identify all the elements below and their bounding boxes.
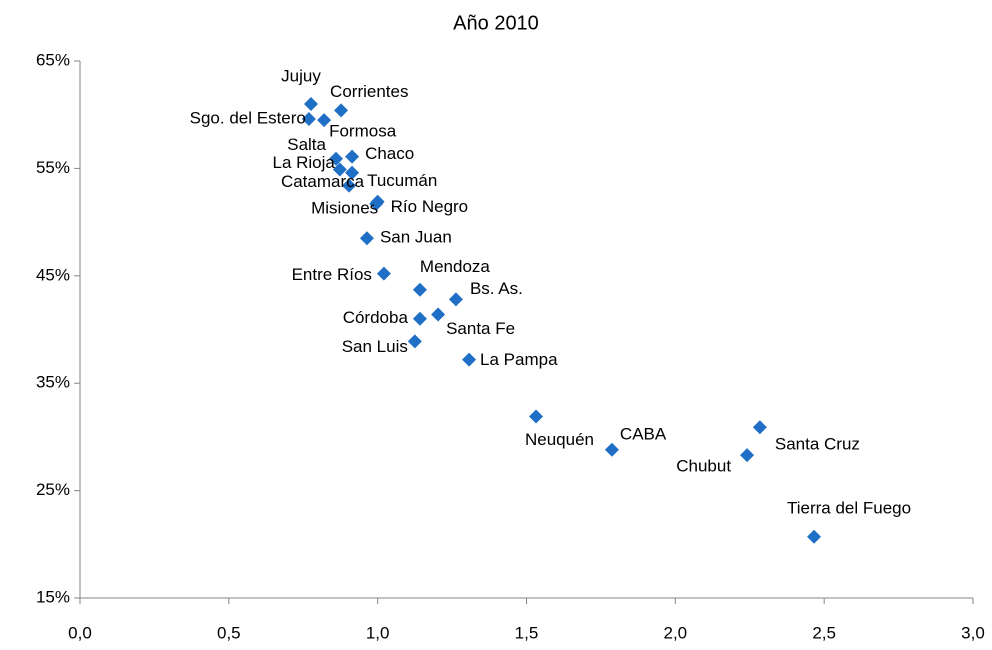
y-tick-label: 25% xyxy=(36,480,70,499)
y-tick-label: 65% xyxy=(36,50,70,69)
point xyxy=(448,292,463,307)
x-tick-label: 1,5 xyxy=(515,623,539,642)
point-label: Sgo. del Estero xyxy=(190,108,306,127)
point-label: Tucumán xyxy=(367,171,437,190)
point xyxy=(303,96,318,111)
x-tick-label: 0,0 xyxy=(68,623,92,642)
point-label: Jujuy xyxy=(281,66,321,85)
point xyxy=(740,448,755,463)
point xyxy=(752,420,767,435)
point xyxy=(370,194,385,209)
x-tick-label: 1,0 xyxy=(366,623,390,642)
point-label: Tierra del Fuego xyxy=(787,498,911,517)
point xyxy=(529,409,544,424)
point-label: Santa Fe xyxy=(446,319,515,338)
point xyxy=(407,334,422,349)
x-tick-label: 2,5 xyxy=(812,623,836,642)
point-label: Santa Cruz xyxy=(775,435,860,454)
y-tick-label: 35% xyxy=(36,373,70,392)
point-label: La Rioja xyxy=(272,153,335,172)
x-tick-label: 2,0 xyxy=(664,623,688,642)
point-label: San Juan xyxy=(380,228,452,247)
point-label: Entre Ríos xyxy=(292,265,372,284)
point-label: Neuquén xyxy=(525,430,594,449)
point xyxy=(807,529,822,544)
y-tick-label: 45% xyxy=(36,265,70,284)
point-label: Bs. As. xyxy=(470,279,523,298)
point xyxy=(345,165,360,180)
point xyxy=(604,442,619,457)
point xyxy=(431,307,446,322)
point-label: Salta xyxy=(287,135,326,154)
point-label: Chaco xyxy=(365,144,414,163)
point xyxy=(412,311,427,326)
x-tick-label: 3,0 xyxy=(961,623,985,642)
point-label: San Luis xyxy=(342,337,408,356)
point-label: Catamarca xyxy=(281,172,365,191)
y-tick-label: 55% xyxy=(36,158,70,177)
point-label: Chubut xyxy=(676,457,731,476)
point xyxy=(317,113,332,128)
point xyxy=(328,151,343,166)
point xyxy=(376,266,391,281)
point-label: Córdoba xyxy=(343,308,409,327)
x-tick-label: 0,5 xyxy=(217,623,241,642)
point-label: La Pampa xyxy=(480,350,558,369)
point xyxy=(301,111,316,126)
point xyxy=(412,282,427,297)
point xyxy=(462,352,477,367)
point-label: Formosa xyxy=(329,122,397,141)
point-label: CABA xyxy=(620,424,667,443)
point xyxy=(359,231,374,246)
point-label: Mendoza xyxy=(420,257,490,276)
point-label: Río Negro xyxy=(391,197,468,216)
point xyxy=(334,103,349,118)
point-label: Corrientes xyxy=(330,82,408,101)
chart-subtitle: Año 2010 xyxy=(453,12,539,34)
point xyxy=(342,178,357,193)
point xyxy=(332,162,347,177)
y-tick-label: 15% xyxy=(36,587,70,606)
point xyxy=(345,149,360,164)
point-label: Misiones xyxy=(311,198,378,217)
